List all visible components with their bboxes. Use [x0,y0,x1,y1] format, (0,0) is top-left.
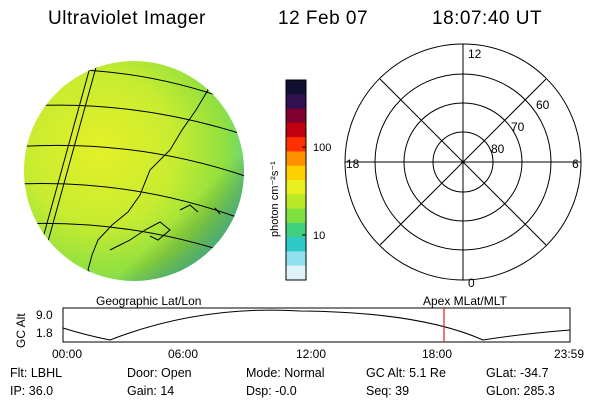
timeline-xtick-3: 18:00 [422,347,452,361]
timeline-xtick-4: 23:59 [554,347,584,361]
colorbar-segment [286,122,306,138]
colorbar-segment [286,208,306,224]
timeline-xtick-0: 00:00 [52,347,82,361]
colorbar-tick-10: 10 [313,230,325,242]
colorbar-tick-100: 100 [313,142,331,154]
colorbar-segment [286,265,306,281]
info-dsp: Dsp: -0.0 [246,384,297,398]
info-filter: Flt: LBHL [10,366,63,380]
timeline-ytick-1.8: 1.8 [36,326,53,340]
colorbar-segment [286,151,306,167]
info-gc-alt: GC Alt: 5.1 Re [366,366,446,380]
colorbar-segment [286,165,306,181]
lat-label-60: 60 [536,98,550,112]
info-door: Door: Open [127,366,192,380]
mlt-label-12: 12 [468,47,482,61]
timeline-xtick-2: 12:00 [296,347,326,361]
timeline-ylabel: GC Alt [14,313,28,348]
header-date: 12 Feb 07 [278,8,369,29]
lat-label-70: 70 [511,120,525,134]
colorbar [285,79,307,281]
info-glon: GLon: 285.3 [486,384,555,398]
colorbar-segment [286,94,306,110]
colorbar-segment [286,251,306,267]
timeline-xtick-1: 06:00 [168,347,198,361]
colorbar-segment [286,180,306,195]
lat-label-80: 80 [491,142,505,156]
caption-geographic: Geographic Lat/Lon [96,294,202,308]
info-seq: Seq: 39 [366,384,410,398]
info-gain: Gain: 14 [127,384,175,398]
mlt-label-6: 6 [572,157,579,171]
timeline-ytick-9: 9.0 [36,308,53,322]
colorbar-segment [286,137,306,152]
info-mode: Mode: Normal [246,366,325,380]
uv-image-disk [24,61,244,281]
orbit-timeline [62,307,571,343]
colorbar-frame [285,79,307,281]
info-glat: GLat: -34.7 [486,366,549,380]
header-title: Ultraviolet Imager [48,8,206,29]
caption-apex: Apex MLat/MLT [423,294,507,308]
colorbar-segment [286,80,306,95]
polar-plot [344,43,582,281]
colorbar-segment [286,108,306,124]
colorbar-unit-label: photon cm⁻²s⁻¹ [269,161,281,237]
colorbar-segment [286,194,306,210]
info-ip: IP: 36.0 [10,384,54,398]
mlt-label-0: 0 [468,276,475,290]
header-time: 18:07:40 UT [432,8,543,29]
colorbar-segment [286,222,306,238]
mlt-label-18: 18 [346,157,360,171]
colorbar-segment [286,237,306,252]
